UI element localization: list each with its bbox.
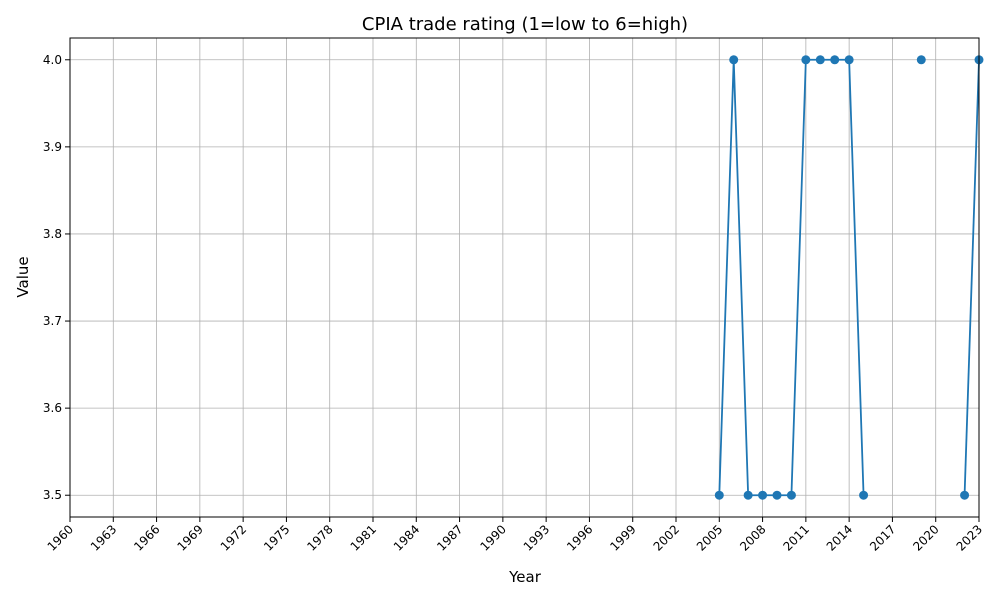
x-tick-label: 2023 — [954, 522, 985, 553]
data-point-2011 — [801, 55, 811, 65]
data-point-2005 — [714, 490, 724, 500]
x-tick-label: 1966 — [131, 522, 162, 553]
x-tick-label: 1969 — [174, 522, 205, 553]
x-tick-label: 1972 — [218, 522, 249, 553]
y-axis-label: Value — [14, 256, 32, 297]
data-point-2006 — [729, 55, 739, 65]
data-point-2015 — [859, 490, 869, 500]
x-tick-label: 1978 — [304, 522, 335, 553]
chart-title: CPIA trade rating (1=low to 6=high) — [362, 14, 688, 35]
y-tick-label: 4.0 — [43, 53, 62, 67]
x-axis-label: Year — [508, 568, 542, 586]
grid — [69, 38, 980, 517]
y-tick-label: 3.8 — [43, 227, 62, 241]
series-layer — [714, 55, 984, 500]
x-tick-label: 1987 — [434, 522, 465, 553]
x-tick-label: 1990 — [477, 522, 508, 553]
series-line — [963, 59, 980, 496]
data-point-2013 — [830, 55, 840, 65]
x-tick-label: 1963 — [88, 522, 119, 553]
series-line — [718, 58, 865, 497]
data-point-2019 — [916, 55, 926, 65]
x-tick-label: 1996 — [564, 522, 595, 553]
x-tick-label: 2002 — [651, 522, 682, 553]
data-point-2022 — [960, 490, 970, 500]
data-point-2012 — [815, 55, 825, 65]
x-tick-label: 2017 — [867, 522, 898, 553]
x-tick-label: 2011 — [780, 522, 811, 553]
y-tick-label: 3.7 — [43, 314, 62, 328]
y-tick-label: 3.5 — [43, 488, 62, 502]
x-tick-label: 2008 — [737, 522, 768, 553]
x-tick-label: 1993 — [521, 522, 552, 553]
x-tick-label: 1981 — [348, 522, 379, 553]
data-point-2007 — [743, 490, 753, 500]
x-tick-label: 1975 — [261, 522, 292, 553]
data-point-2008 — [758, 490, 768, 500]
data-point-2009 — [772, 490, 782, 500]
x-tick-label: 1984 — [391, 522, 422, 553]
x-tick-label: 2005 — [694, 522, 725, 553]
x-tick-label: 2014 — [824, 522, 855, 553]
x-tick-label: 2020 — [910, 522, 941, 553]
y-tick-label: 3.9 — [43, 140, 62, 154]
axes: 1960 1963 1966 1969 1972 1975 1978 1981 1984 1987… — [43, 37, 985, 554]
y-tick-label: 3.6 — [43, 401, 62, 415]
data-point-2010 — [786, 490, 796, 500]
x-tick-label: 1960 — [45, 522, 76, 553]
data-point-2014 — [844, 55, 854, 65]
x-tick-label: 1999 — [607, 522, 638, 553]
plot-frame — [69, 37, 980, 518]
